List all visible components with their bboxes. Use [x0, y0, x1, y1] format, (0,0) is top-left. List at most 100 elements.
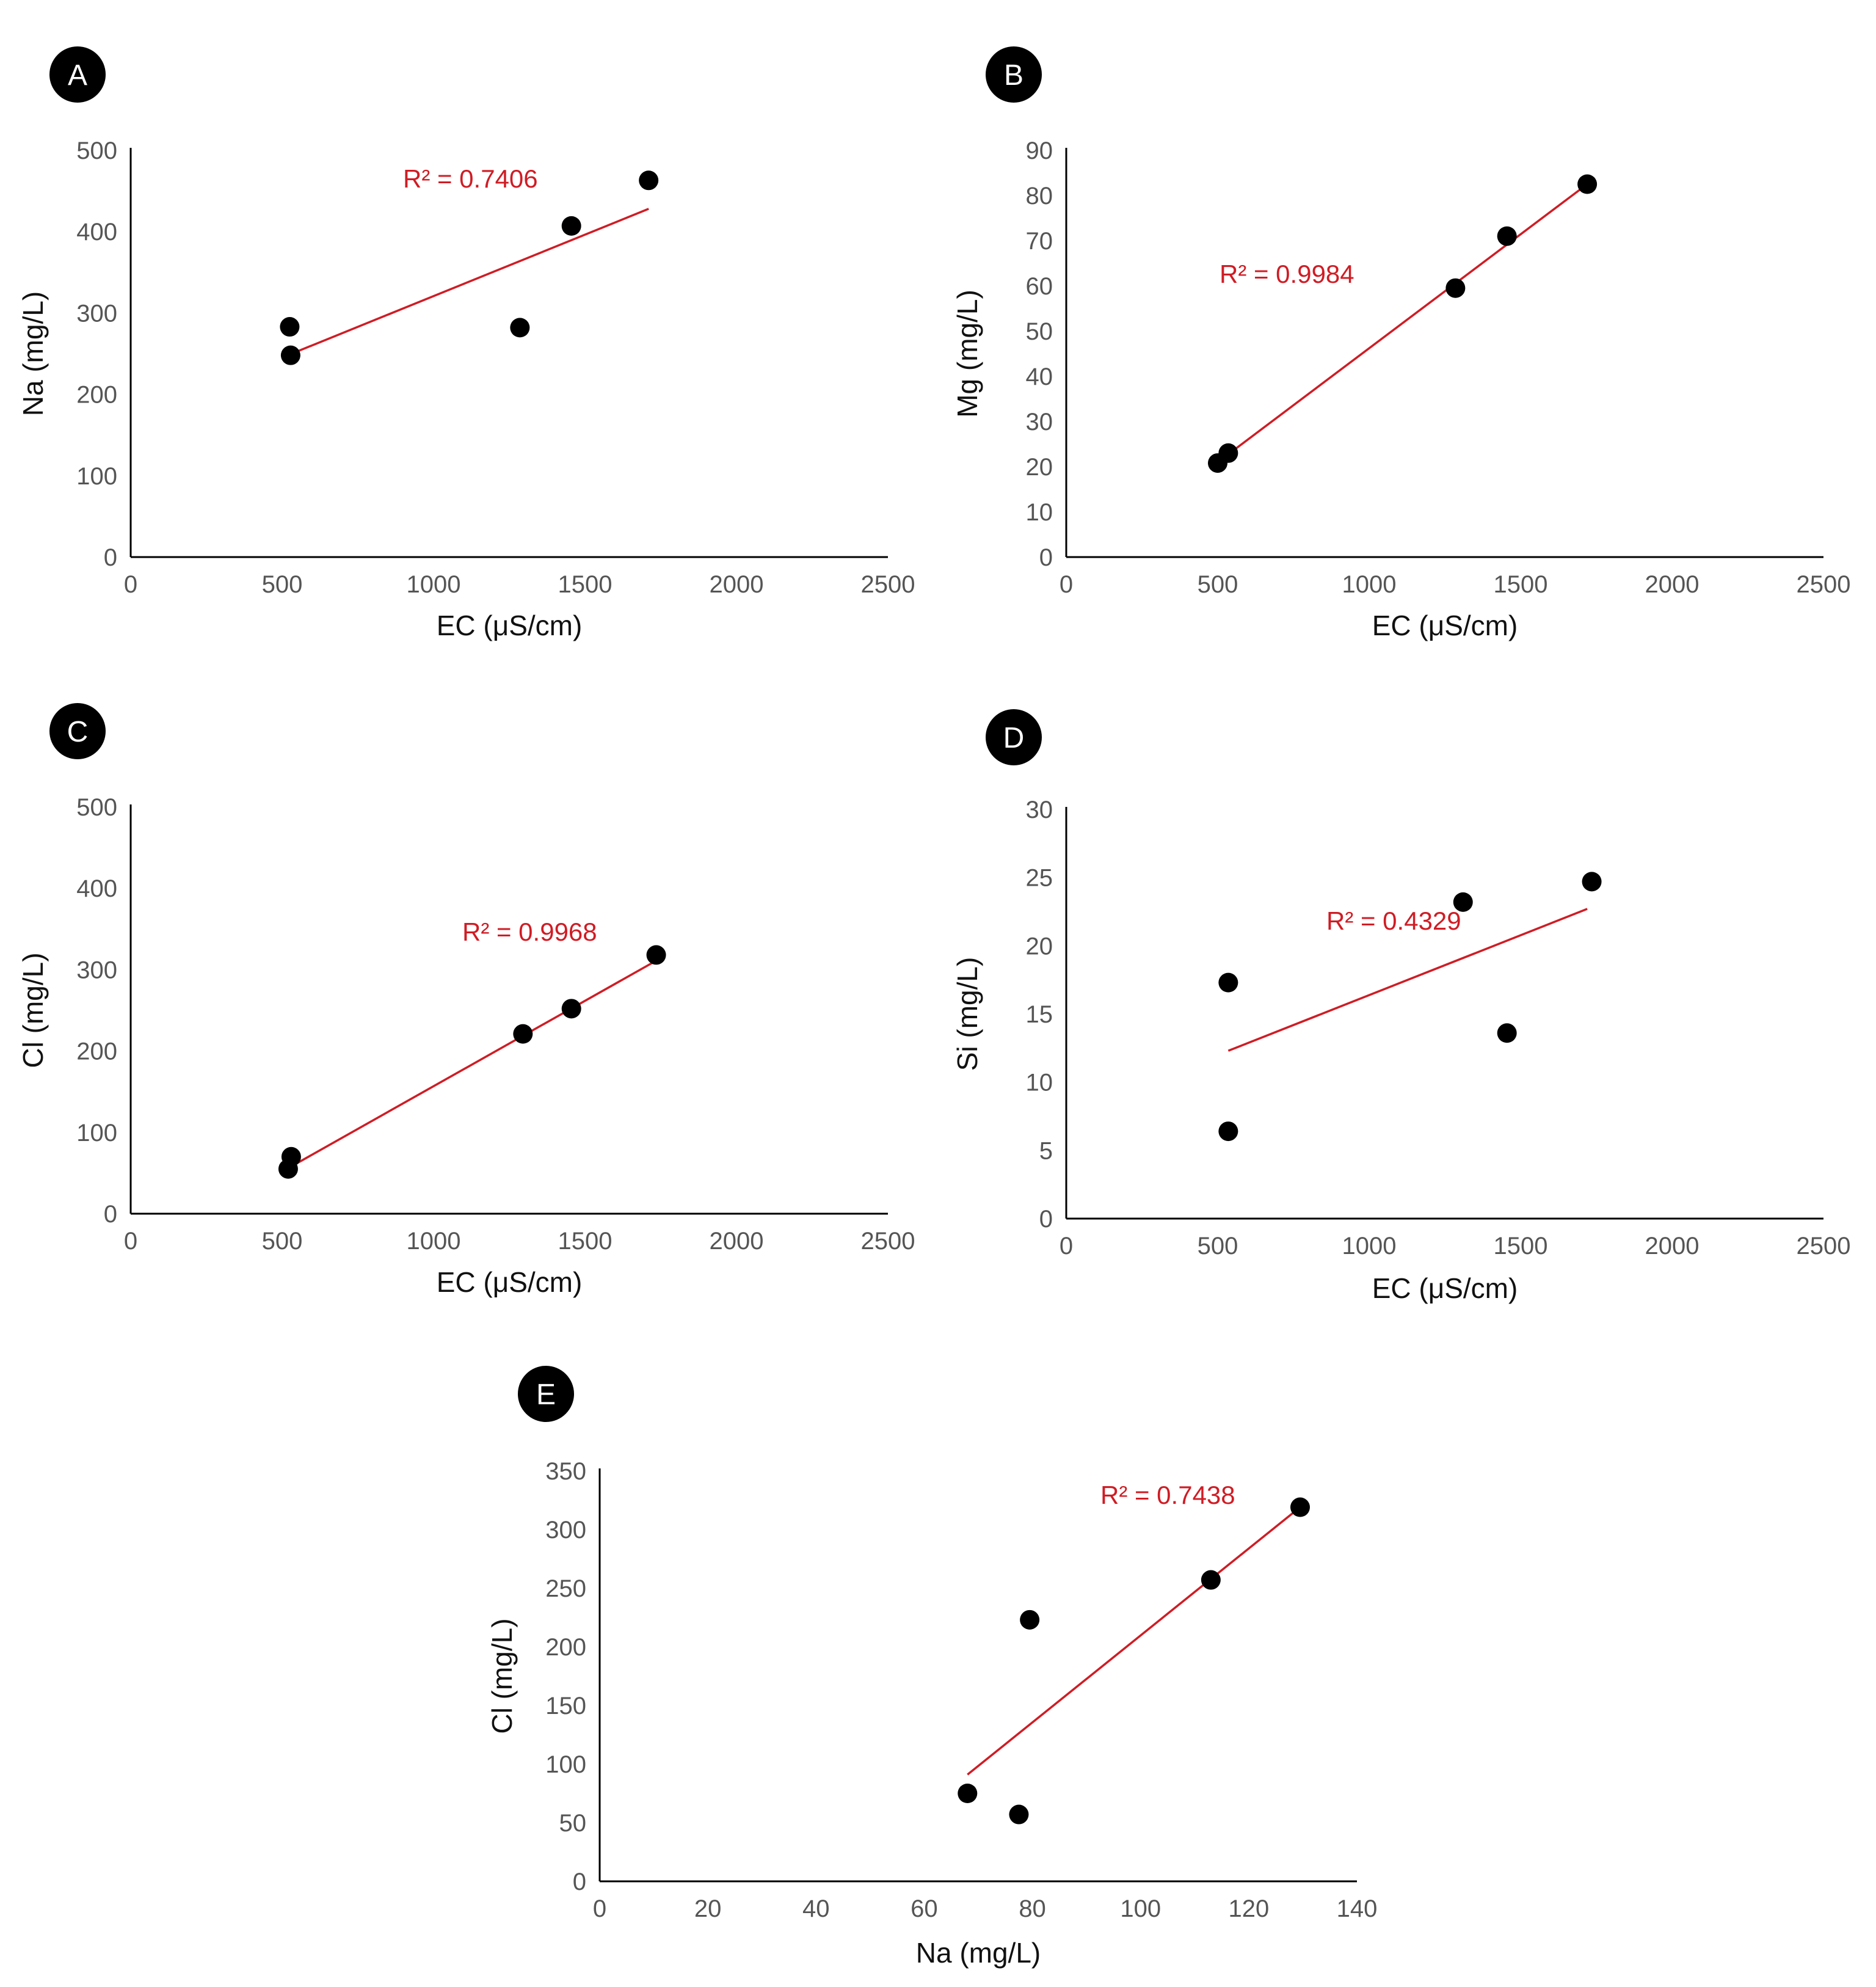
- y-tick-label: 200: [76, 1038, 117, 1065]
- y-tick-label: 25: [1026, 865, 1053, 892]
- data-point: [1582, 872, 1602, 892]
- y-tick-label: 300: [545, 1517, 586, 1544]
- panel-c-letter: C: [67, 716, 89, 748]
- y-tick-label: 400: [76, 875, 117, 902]
- panel-a-letter: A: [68, 59, 87, 92]
- x-tick-label: 1000: [1342, 1233, 1397, 1260]
- panel-a-badge: [49, 46, 106, 103]
- y-tick-label: 40: [1026, 363, 1053, 390]
- y-axis-title: Mg (mg/L): [951, 290, 983, 418]
- y-tick-label: 20: [1026, 933, 1053, 960]
- data-point: [1218, 972, 1238, 993]
- x-tick-label: 2500: [1797, 571, 1851, 598]
- x-axis-title: Na (mg/L): [916, 1937, 1041, 1969]
- x-tick-label: 2000: [710, 571, 764, 598]
- data-point: [1290, 1497, 1310, 1517]
- y-tick-label: 100: [545, 1751, 586, 1778]
- x-tick-label: 2500: [1797, 1233, 1851, 1260]
- y-tick-label: 0: [1039, 1206, 1053, 1233]
- y-tick-label: 0: [573, 1869, 586, 1895]
- x-tick-label: 2000: [1645, 1233, 1700, 1260]
- data-point: [1497, 226, 1517, 246]
- x-tick-label: 2500: [861, 571, 915, 598]
- x-tick-label: 2500: [861, 1228, 915, 1255]
- y-tick-label: 60: [1026, 273, 1053, 300]
- data-point: [280, 317, 300, 337]
- y-axis-title: Cl (mg/L): [17, 952, 49, 1068]
- r2-label: R² = 0.4329: [1326, 906, 1461, 935]
- x-tick-label: 1500: [1494, 1233, 1548, 1260]
- panel-a: A 0 500 1000 1500 2000 2500 0 100 200 300 400 500 EC …: [17, 46, 915, 641]
- x-tick-label: 120: [1228, 1895, 1269, 1922]
- y-axis-title: Na (mg/L): [17, 291, 49, 416]
- x-tick-label: 0: [1060, 571, 1073, 598]
- y-tick-label: 70: [1026, 228, 1053, 255]
- trendline: [1229, 183, 1588, 454]
- y-tick-label: 300: [76, 300, 117, 327]
- data-point: [1218, 1121, 1238, 1142]
- x-tick-label: 1000: [407, 1228, 461, 1255]
- x-tick-label: 0: [593, 1895, 606, 1922]
- r2-label: R² = 0.7406: [403, 164, 538, 193]
- panel-d-letter: D: [1003, 722, 1025, 754]
- x-tick-label: 1500: [558, 571, 613, 598]
- data-point: [1009, 1804, 1029, 1825]
- panel-c: C 0 500 1000 1500 2000 2500 0 100 200 300 400 500 EC …: [17, 703, 915, 1298]
- r2-label: R² = 0.7438: [1100, 1481, 1235, 1509]
- y-tick-label: 10: [1026, 499, 1053, 526]
- y-tick-label: 5: [1039, 1137, 1053, 1164]
- y-tick-label: 250: [545, 1575, 586, 1602]
- data-point: [561, 216, 581, 236]
- x-tick-label: 80: [1019, 1895, 1046, 1922]
- x-tick-label: 40: [802, 1895, 830, 1922]
- x-tick-label: 2000: [710, 1228, 764, 1255]
- panel-d-badge: [986, 709, 1042, 765]
- panel-b-badge: [986, 46, 1042, 103]
- data-point: [513, 1024, 533, 1044]
- panel-c-badge: [49, 703, 106, 759]
- y-tick-label: 50: [559, 1810, 587, 1837]
- x-tick-label: 100: [1120, 1895, 1161, 1922]
- y-tick-label: 15: [1026, 1001, 1053, 1028]
- y-tick-label: 200: [545, 1634, 586, 1661]
- panel-e-letter: E: [536, 1379, 556, 1411]
- y-axis-title: Si (mg/L): [951, 957, 983, 1071]
- y-tick-label: 20: [1026, 454, 1053, 481]
- panel-e-badge: [518, 1366, 574, 1422]
- y-tick-label: 200: [76, 382, 117, 409]
- trendline: [289, 960, 657, 1169]
- data-point: [561, 999, 581, 1019]
- y-tick-label: 400: [76, 219, 117, 246]
- x-axis-title: EC (μS/cm): [1372, 1272, 1518, 1304]
- y-tick-label: 50: [1026, 318, 1053, 345]
- trendline: [967, 1506, 1301, 1776]
- x-tick-label: 0: [124, 571, 137, 598]
- x-axis-title: EC (μS/cm): [437, 610, 583, 641]
- y-tick-label: 30: [1026, 797, 1053, 823]
- y-tick-label: 500: [76, 137, 117, 164]
- data-point: [1020, 1610, 1040, 1630]
- y-tick-label: 0: [1039, 544, 1053, 571]
- data-point: [646, 945, 666, 965]
- y-tick-label: 10: [1026, 1070, 1053, 1096]
- x-tick-label: 2000: [1645, 571, 1700, 598]
- r2-label: R² = 0.9984: [1220, 260, 1354, 288]
- y-tick-label: 0: [104, 544, 117, 571]
- y-tick-label: 500: [76, 794, 117, 821]
- y-tick-label: 100: [76, 1120, 117, 1147]
- x-tick-label: 500: [1198, 1233, 1238, 1260]
- panel-b-letter: B: [1004, 59, 1023, 92]
- data-point: [280, 345, 300, 365]
- data-point: [958, 1784, 978, 1803]
- panel-b: B 0 500 1000 1500 2000 2500 0 10 20 30 40 50 60 70 80 90…: [951, 46, 1850, 641]
- x-tick-label: 0: [1060, 1233, 1073, 1260]
- x-tick-label: 500: [262, 1228, 303, 1255]
- data-point: [1453, 892, 1473, 912]
- x-axis-title: EC (μS/cm): [1372, 610, 1518, 641]
- panel-d: D 0 500 1000 1500 2000 2500 0 5 10 15 20 25 30 EC (μS/…: [951, 709, 1850, 1304]
- panel-e: E 0 20 40 60 80 100 120 140 0 50 100 150 200 250 300 350…: [486, 1366, 1377, 1969]
- x-tick-label: 0: [124, 1228, 137, 1255]
- x-tick-label: 1500: [558, 1228, 613, 1255]
- y-tick-label: 100: [76, 463, 117, 490]
